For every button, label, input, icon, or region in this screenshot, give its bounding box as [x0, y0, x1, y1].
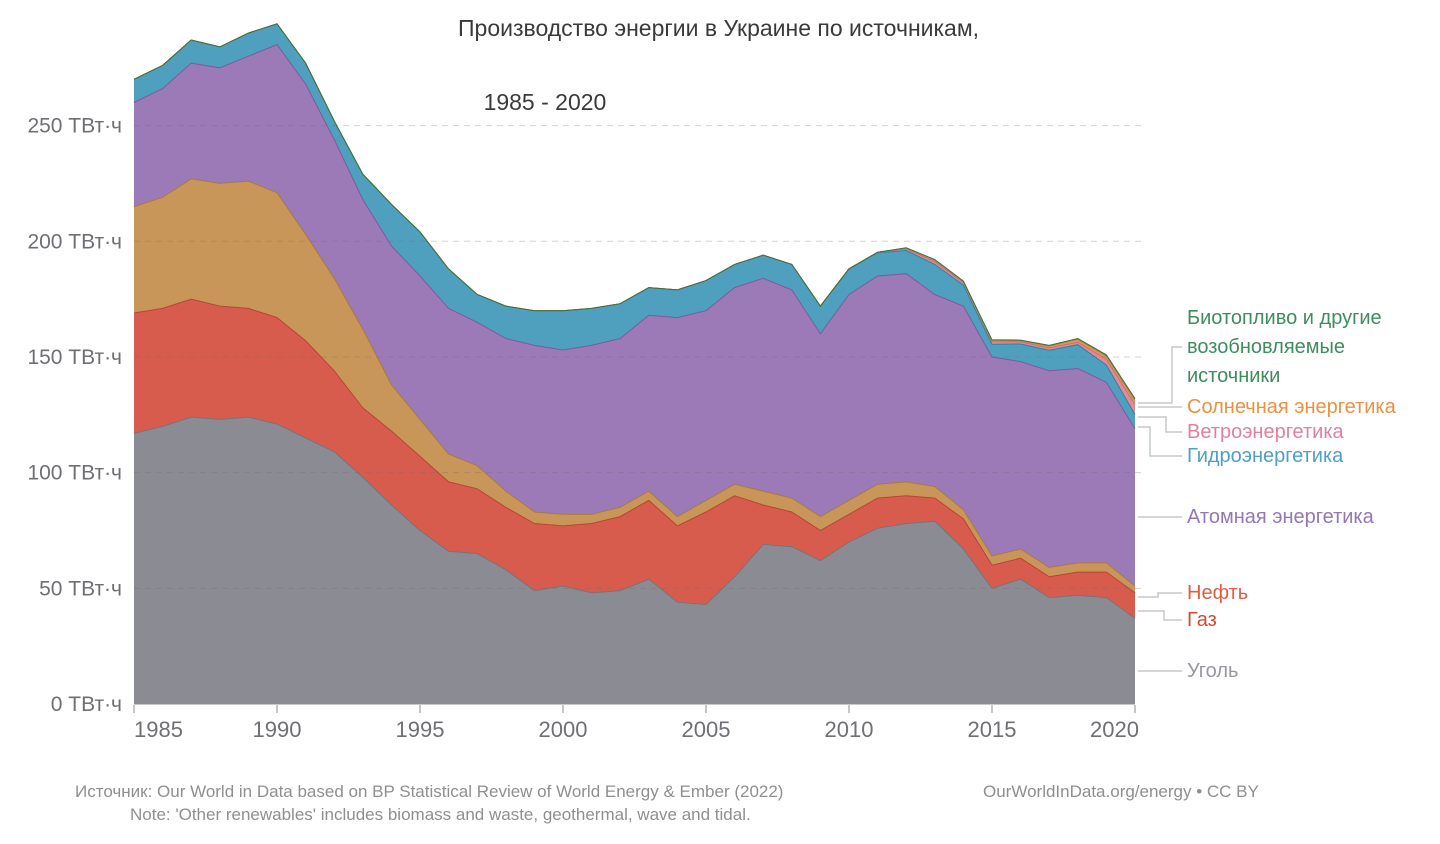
area-edge-bio	[133, 23, 1136, 399]
area-edge-nuclear	[133, 43, 1136, 429]
legend-item-hydro[interactable]: Гидроэнергетика	[1187, 442, 1343, 471]
legend-item-bio[interactable]: Биотопливо и другие возобновляемые источни…	[1187, 304, 1382, 391]
x-axis-label: 2005	[682, 717, 731, 742]
chart-title-line2: 1985 - 2020	[483, 89, 607, 115]
x-axis-label: 1990	[253, 717, 302, 742]
y-axis-label: 100 ТВт·ч	[27, 462, 122, 485]
legend-label-line: Гидроэнергетика	[1187, 445, 1344, 467]
legend-item-coal[interactable]: Уголь	[1187, 657, 1238, 686]
area-edge-coal	[133, 416, 1136, 619]
y-axis-label: 150 ТВт·ч	[27, 346, 122, 369]
footer-note-line: Note: 'Other renewables' includes biomas…	[130, 805, 751, 824]
area-oil[interactable]	[134, 178, 1135, 593]
chart-title-line1: Производство энергии в Украине по источн…	[458, 15, 980, 41]
y-axis-label: 250 ТВт·ч	[27, 115, 122, 138]
x-axis-label: 2020	[1090, 717, 1139, 742]
legend-leader-line-wind	[1138, 416, 1182, 433]
area-gas[interactable]	[134, 299, 1135, 619]
legend-label-line: источники	[1187, 365, 1281, 387]
legend-leader-line-oil	[1138, 592, 1182, 598]
y-axis-label: 50 ТВт·ч	[39, 577, 122, 600]
legend-leader-line-bio	[1138, 346, 1182, 404]
legend-label-line: Ветроэнергетика	[1187, 421, 1344, 443]
area-coal[interactable]	[134, 417, 1135, 704]
footer-source-line: Источник: Our World in Data based on BP …	[75, 782, 784, 801]
legend-label-line: Атомная энергетика	[1187, 506, 1374, 528]
area-edge-oil	[133, 178, 1136, 587]
legend-leader-line-gas	[1138, 610, 1182, 621]
legend-label-line: Нефть	[1187, 582, 1249, 604]
legend-leader-line-hydro	[1138, 426, 1182, 457]
footer-source-block: Источник: Our World in Data based on BP …	[75, 780, 783, 826]
footer-credit-link[interactable]: OurWorldInData.org/energy • CC BY	[983, 782, 1259, 801]
legend-item-oil[interactable]: Нефть	[1187, 579, 1248, 608]
area-edge-gas	[133, 298, 1136, 594]
chart-title: Производство энергии в Украине по источн…	[458, 10, 979, 158]
legend-item-solar[interactable]: Солнечная энергетика	[1187, 393, 1396, 422]
legend-label-line: Солнечная энергетика	[1187, 396, 1396, 418]
legend-item-gas[interactable]: Газ	[1187, 606, 1217, 635]
legend-label-line: Уголь	[1187, 660, 1239, 682]
legend-item-nuclear[interactable]: Атомная энергетика	[1187, 503, 1374, 532]
x-axis-label: 2000	[539, 717, 588, 742]
legend-item-wind[interactable]: Ветроэнергетика	[1187, 418, 1344, 447]
legend-label-line: возобновляемые	[1187, 336, 1346, 358]
y-axis-label: 0 ТВт·ч	[51, 693, 122, 716]
x-axis-label: 2015	[968, 717, 1017, 742]
x-axis-label: 1995	[396, 717, 445, 742]
y-axis-label: 200 ТВт·ч	[27, 230, 122, 253]
legend-label-line: Газ	[1187, 609, 1217, 631]
area-nuclear[interactable]	[134, 44, 1135, 587]
x-axis-label: 1985	[134, 717, 183, 742]
legend-label-line: Биотопливо и другие	[1187, 307, 1382, 329]
x-axis-label: 2010	[825, 717, 874, 742]
